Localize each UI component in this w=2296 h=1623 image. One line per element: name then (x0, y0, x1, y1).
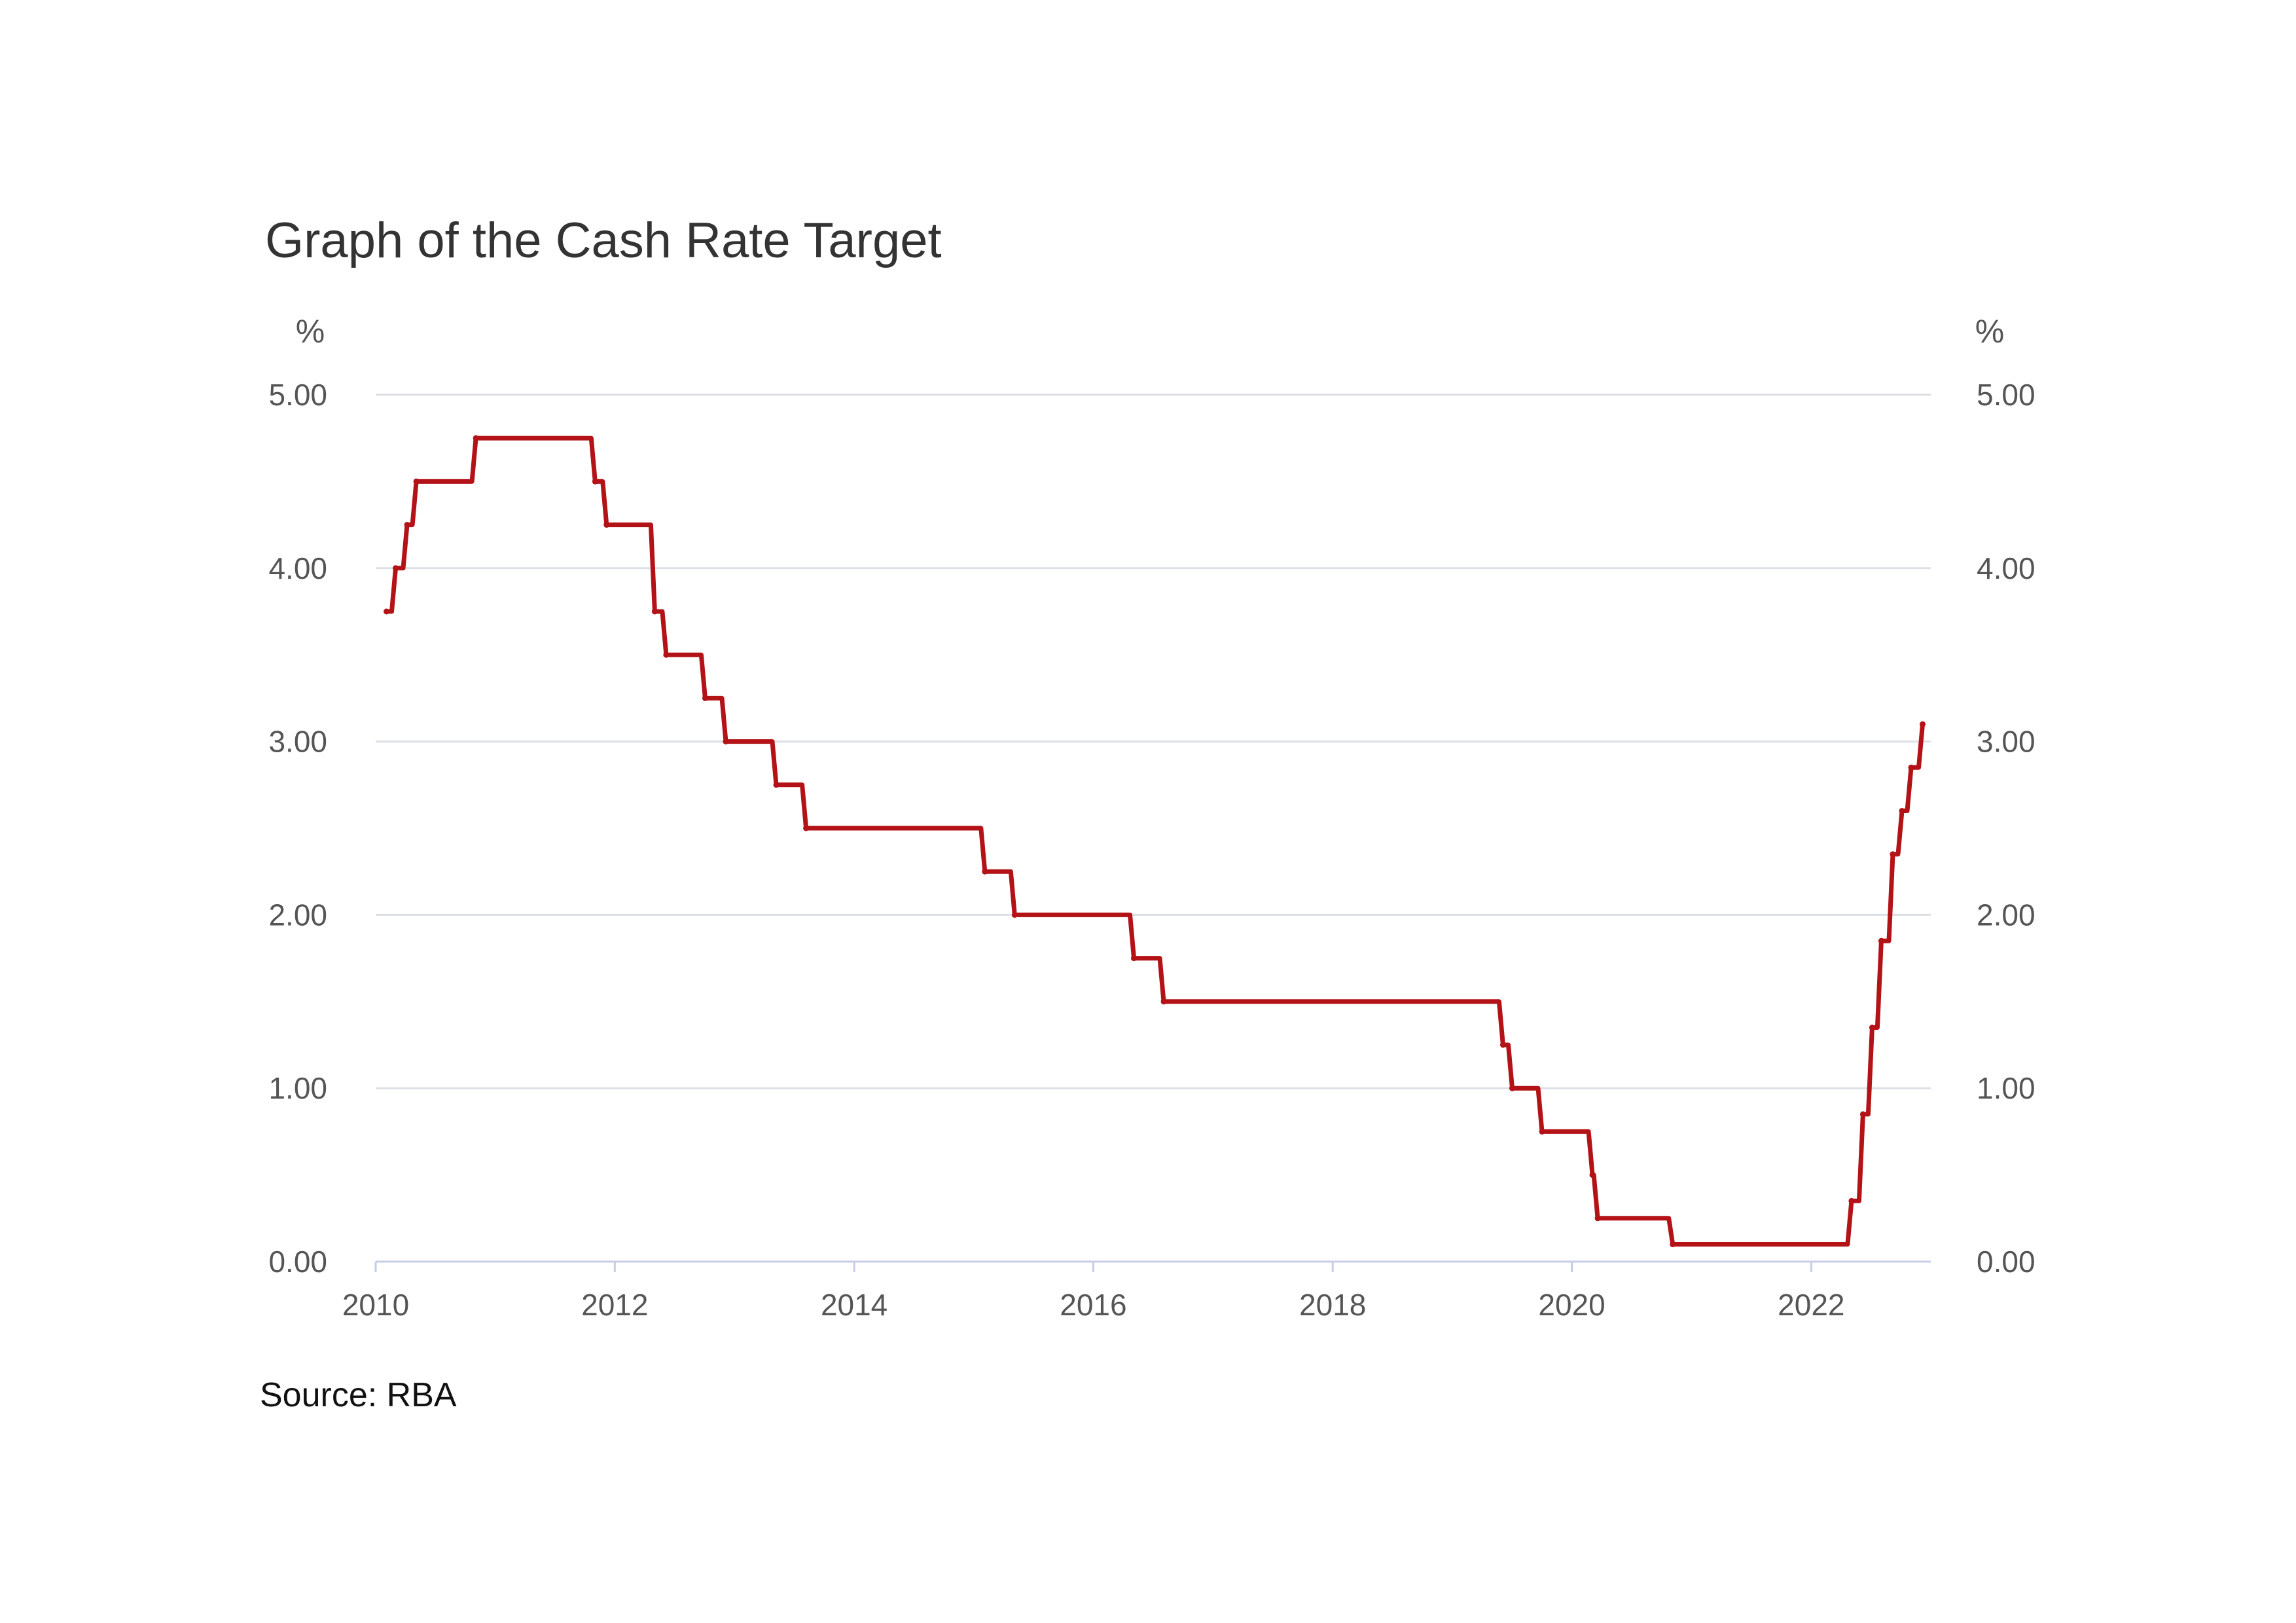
y-tick-label-right: 4.00 (1977, 551, 2036, 585)
data-point (1899, 808, 1905, 814)
data-point (413, 478, 420, 484)
y-tick-label-left: 5.00 (268, 378, 327, 412)
left-axis-unit: % (296, 313, 325, 350)
x-tick-label: 2012 (581, 1288, 648, 1322)
data-point (473, 435, 479, 441)
source-note: Source: RBA (260, 1376, 457, 1414)
data-point (1160, 998, 1167, 1005)
cash-rate-line (384, 435, 1925, 1247)
x-tick-label: 2014 (821, 1288, 888, 1322)
x-tick-label: 2020 (1538, 1288, 1605, 1322)
data-point (1589, 1172, 1596, 1178)
data-point (1670, 1241, 1676, 1248)
data-point (1908, 764, 1914, 771)
data-point (1130, 955, 1137, 962)
data-point (592, 478, 598, 484)
data-point (384, 608, 390, 615)
y-tick-label-left: 3.00 (268, 725, 327, 759)
x-tick-label: 2022 (1778, 1288, 1844, 1322)
y-tick-label-right: 3.00 (1977, 725, 2036, 759)
data-point (1539, 1128, 1545, 1135)
left-y-axis: 0.00 1.00 2.00 3.00 4.00 5.00 (268, 378, 327, 1279)
data-point (1848, 1197, 1855, 1204)
y-tick-label-right: 5.00 (1977, 378, 2036, 412)
data-point (603, 522, 610, 528)
data-point (723, 739, 729, 745)
y-tick-label-left: 0.00 (268, 1245, 327, 1279)
data-point (651, 608, 658, 615)
right-y-axis: 0.00 1.00 2.00 3.00 4.00 5.00 (1977, 378, 2036, 1279)
x-tick-label: 2010 (342, 1288, 409, 1322)
gridlines (376, 393, 1931, 1089)
data-point (773, 782, 780, 788)
data-point (702, 695, 708, 701)
data-point (982, 868, 988, 875)
y-tick-label-right: 0.00 (1977, 1245, 2036, 1279)
data-point (663, 651, 670, 658)
data-point (393, 565, 399, 572)
y-tick-label-left: 4.00 (268, 551, 327, 585)
series-layer (384, 435, 1926, 1248)
right-axis-unit: % (1975, 313, 2004, 350)
data-point (1869, 1025, 1875, 1031)
data-point (1859, 1111, 1866, 1118)
data-point (1509, 1085, 1515, 1091)
data-point (1878, 938, 1884, 944)
data-point (404, 522, 410, 528)
data-point (1594, 1215, 1601, 1222)
data-point (803, 825, 810, 831)
x-tick-label: 2016 (1060, 1288, 1126, 1322)
data-point (1919, 721, 1926, 727)
data-point (1890, 851, 1896, 858)
data-point (1499, 1042, 1506, 1048)
x-tick-label: 2018 (1299, 1288, 1366, 1322)
x-axis: 2010 2012 2014 2016 2018 2020 2022 (342, 1260, 1931, 1322)
y-tick-label-right: 1.00 (1977, 1071, 2036, 1105)
y-tick-label-left: 2.00 (268, 898, 327, 932)
chart-title: Graph of the Cash Rate Target (265, 213, 942, 268)
y-tick-label-left: 1.00 (268, 1071, 327, 1105)
data-point (1011, 911, 1018, 918)
y-tick-label-right: 2.00 (1977, 898, 2036, 932)
